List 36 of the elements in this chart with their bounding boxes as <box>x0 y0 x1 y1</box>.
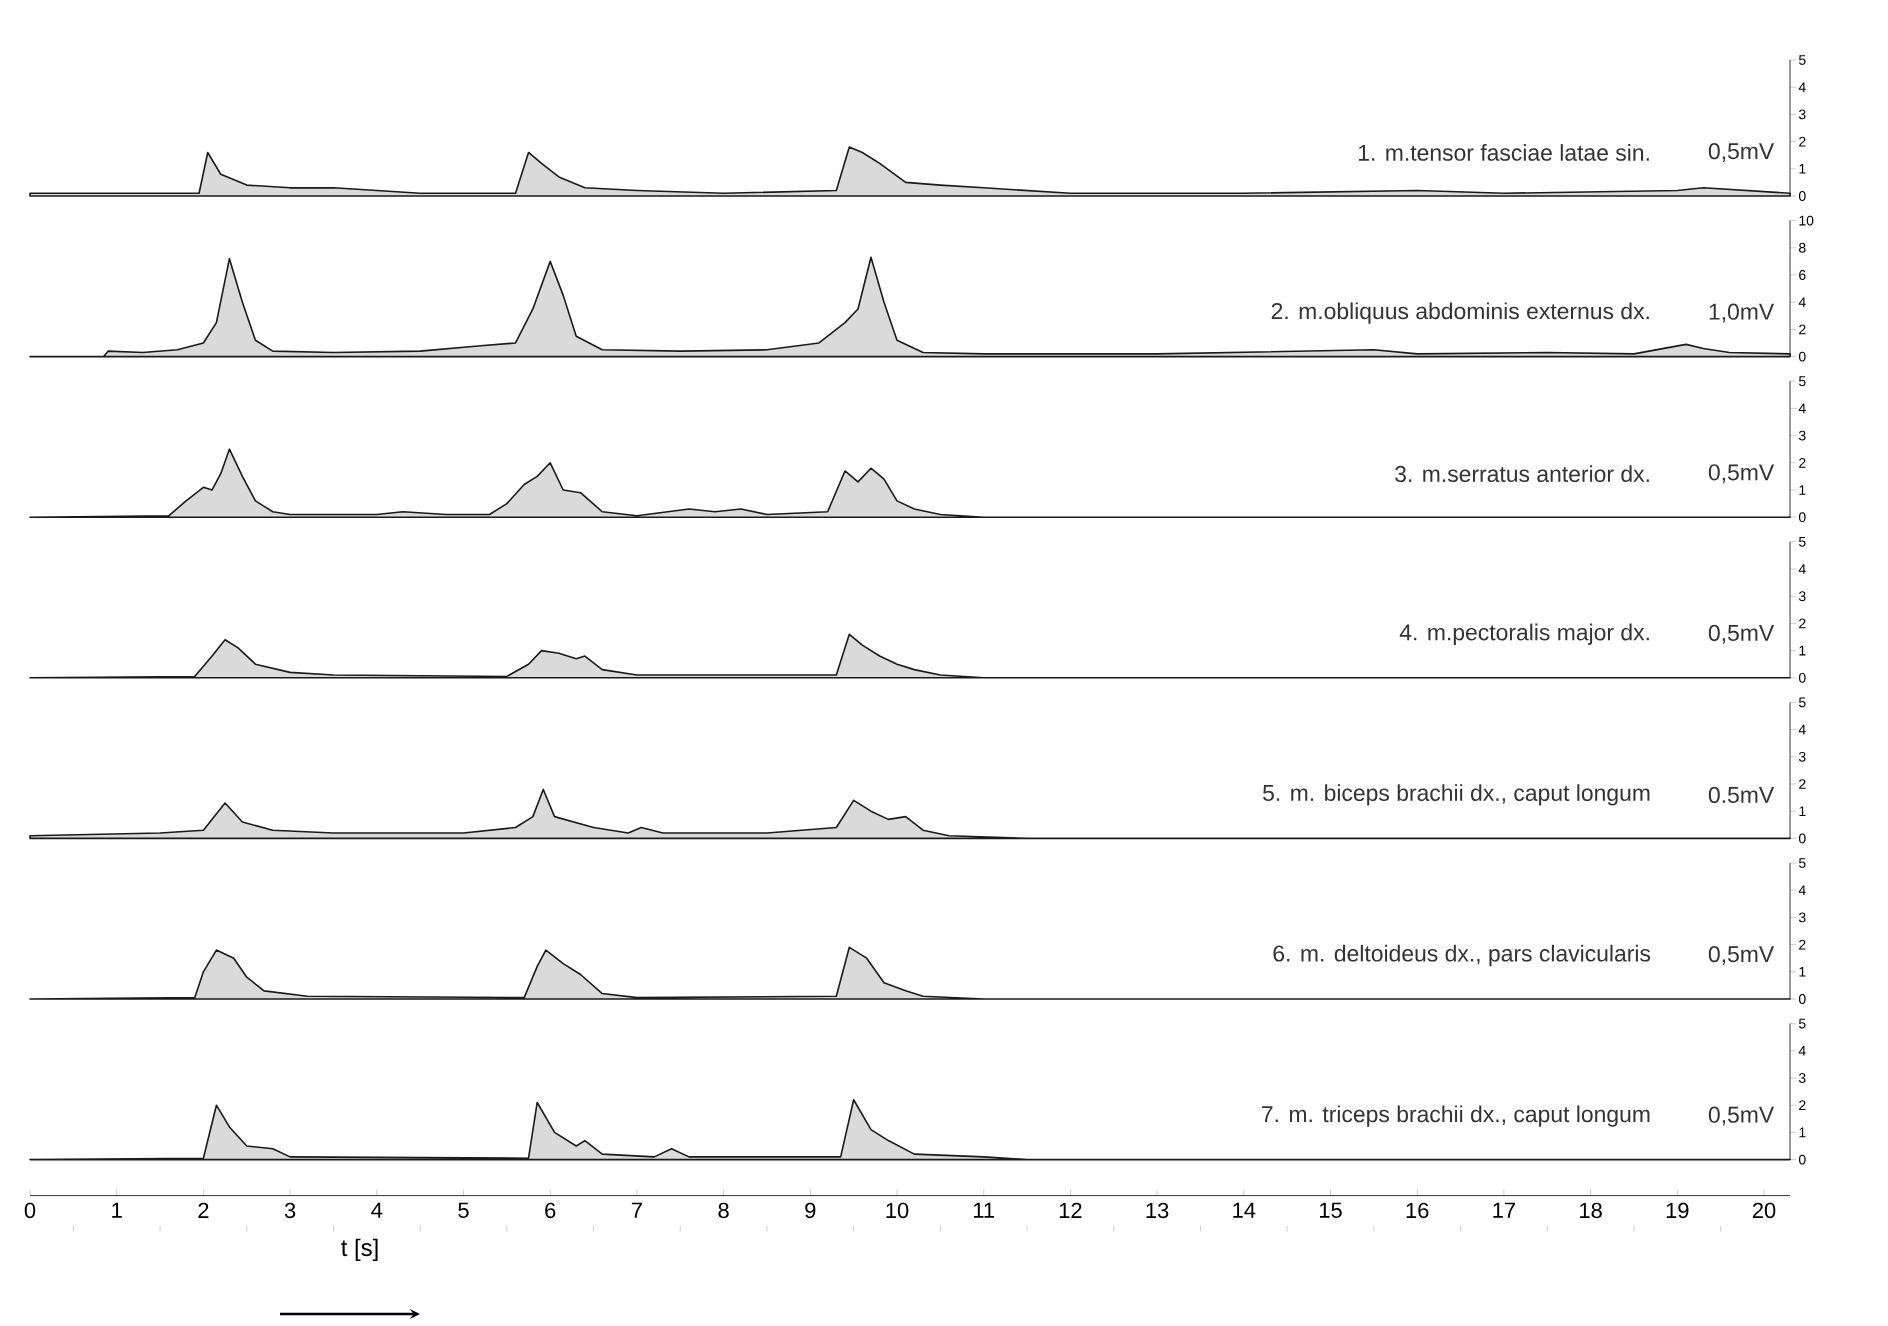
annotation: 0,5mV <box>1708 946 1775 965</box>
x-tick-label: 18 <box>1580 1202 1602 1219</box>
annotation: 2. m.obliquus abdominis externus dx. <box>1271 302 1649 324</box>
annotation: 1,0mV <box>1709 303 1775 323</box>
x-axis-title: t [s] <box>341 1238 378 1261</box>
annotation: 0,5mV <box>1708 624 1775 644</box>
annotation: 5. m. biceps brachii dx., caput longum <box>1263 784 1650 806</box>
x-tick-label: 19 <box>1666 1202 1689 1219</box>
annotation: 0,5mV <box>1708 143 1775 162</box>
x-tick-label: 10 <box>886 1202 909 1219</box>
x-tick-label: 7 <box>631 1202 642 1218</box>
x-tick-label: 6 <box>545 1202 556 1219</box>
annotation: 7. m. triceps brachii dx., caput longum <box>1262 1105 1650 1127</box>
annotation: 0,5mV <box>1708 464 1775 484</box>
x-tick-label: 9 <box>805 1202 816 1219</box>
x-tick-label: 12 <box>1059 1202 1082 1218</box>
annotation: 0.5mV <box>1708 786 1775 803</box>
x-tick-label: 3 <box>284 1202 296 1219</box>
x-tick-label: 8 <box>718 1202 729 1219</box>
x-tick-label: 4 <box>371 1202 383 1218</box>
x-tick-label: 17 <box>1493 1202 1515 1218</box>
x-tick-label: 20 <box>1752 1202 1776 1219</box>
annotation: 0,5mV <box>1708 1106 1775 1126</box>
x-tick-label: 1 <box>112 1202 122 1218</box>
annotation: 3. m.serratus anterior dx. <box>1395 465 1649 483</box>
x-tick-label: 14 <box>1233 1202 1256 1218</box>
x-tick-label: 16 <box>1406 1202 1429 1219</box>
x-tick-label: 11 <box>973 1202 995 1218</box>
annotation: 1. m.tensor fasciae latae sin. <box>1358 144 1649 161</box>
x-tick-label: 13 <box>1146 1202 1169 1219</box>
x-tick-label: 0 <box>24 1202 36 1219</box>
x-tick-label: 2 <box>198 1202 209 1218</box>
x-tick-label: 15 <box>1319 1202 1342 1218</box>
annotation: 6. m. deltoideus dx., pars clavicularis <box>1273 944 1651 967</box>
x-tick-label: 5 <box>458 1202 469 1218</box>
annotation: 4. m.pectoralis major dx. <box>1399 623 1649 645</box>
